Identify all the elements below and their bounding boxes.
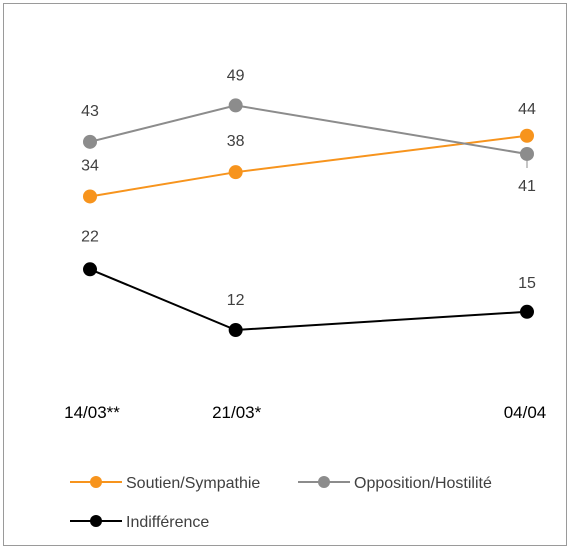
legend-marker-soutien-sympathie [90, 476, 102, 488]
data-label-indiff-rence-0: 22 [81, 228, 99, 245]
legend-label-opposition-hostilit: Opposition/Hostilité [354, 475, 492, 492]
legend-label-indiff-rence: Indifférence [126, 514, 209, 531]
data-label-opposition-hostilit-0: 43 [81, 103, 99, 120]
data-label-soutien-sympathie-1: 38 [227, 133, 245, 150]
data-label-soutien-sympathie-2: 44 [518, 101, 536, 118]
data-point-indiff-rence-0 [83, 262, 97, 277]
series-opposition-hostilit [83, 98, 534, 161]
data-labels-layer: 34 38 44 43 49 41 22 12 15 [81, 67, 536, 309]
legend-item-indiff-rence: Indifférence [70, 514, 209, 531]
legend: Soutien/Sympathie Opposition/Hostilité Ind… [70, 475, 492, 531]
data-point-opposition-hostilit-1 [228, 98, 243, 113]
data-point-indiff-rence-1 [228, 323, 243, 337]
x-tick-label-2: 04/04 [504, 403, 547, 422]
data-label-opposition-hostilit-1: 49 [227, 67, 245, 84]
x-tick-label-1: 21/03* [212, 403, 262, 422]
data-point-soutien-sympathie-1 [228, 165, 243, 180]
legend-item-opposition-hostilit: Opposition/Hostilité [298, 475, 492, 492]
data-label-opposition-hostilit-2: 41 [518, 178, 536, 195]
series-layer [83, 98, 534, 337]
data-point-indiff-rence-2 [520, 304, 534, 319]
legend-label-soutien-sympathie: Soutien/Sympathie [126, 475, 260, 492]
legend-marker-opposition-hostilit [318, 476, 330, 488]
x-tick-label-0: 14/03** [64, 403, 120, 422]
data-point-soutien-sympathie-0 [83, 189, 97, 204]
data-point-opposition-hostilit-2 [520, 146, 534, 161]
data-point-soutien-sympathie-2 [520, 128, 534, 143]
data-label-soutien-sympathie-0: 34 [81, 157, 99, 174]
legend-marker-indiff-rence [90, 515, 102, 527]
legend-item-soutien-sympathie: Soutien/Sympathie [70, 475, 260, 492]
series-indiff-rence [83, 262, 534, 337]
data-point-opposition-hostilit-0 [83, 134, 97, 149]
data-label-indiff-rence-1: 12 [227, 292, 245, 309]
series-soutien-sympathie [83, 128, 534, 204]
chart-frame [3, 3, 567, 546]
data-label-indiff-rence-2: 15 [518, 275, 536, 292]
x-axis: 14/03** 21/03* 04/04 [64, 403, 546, 422]
